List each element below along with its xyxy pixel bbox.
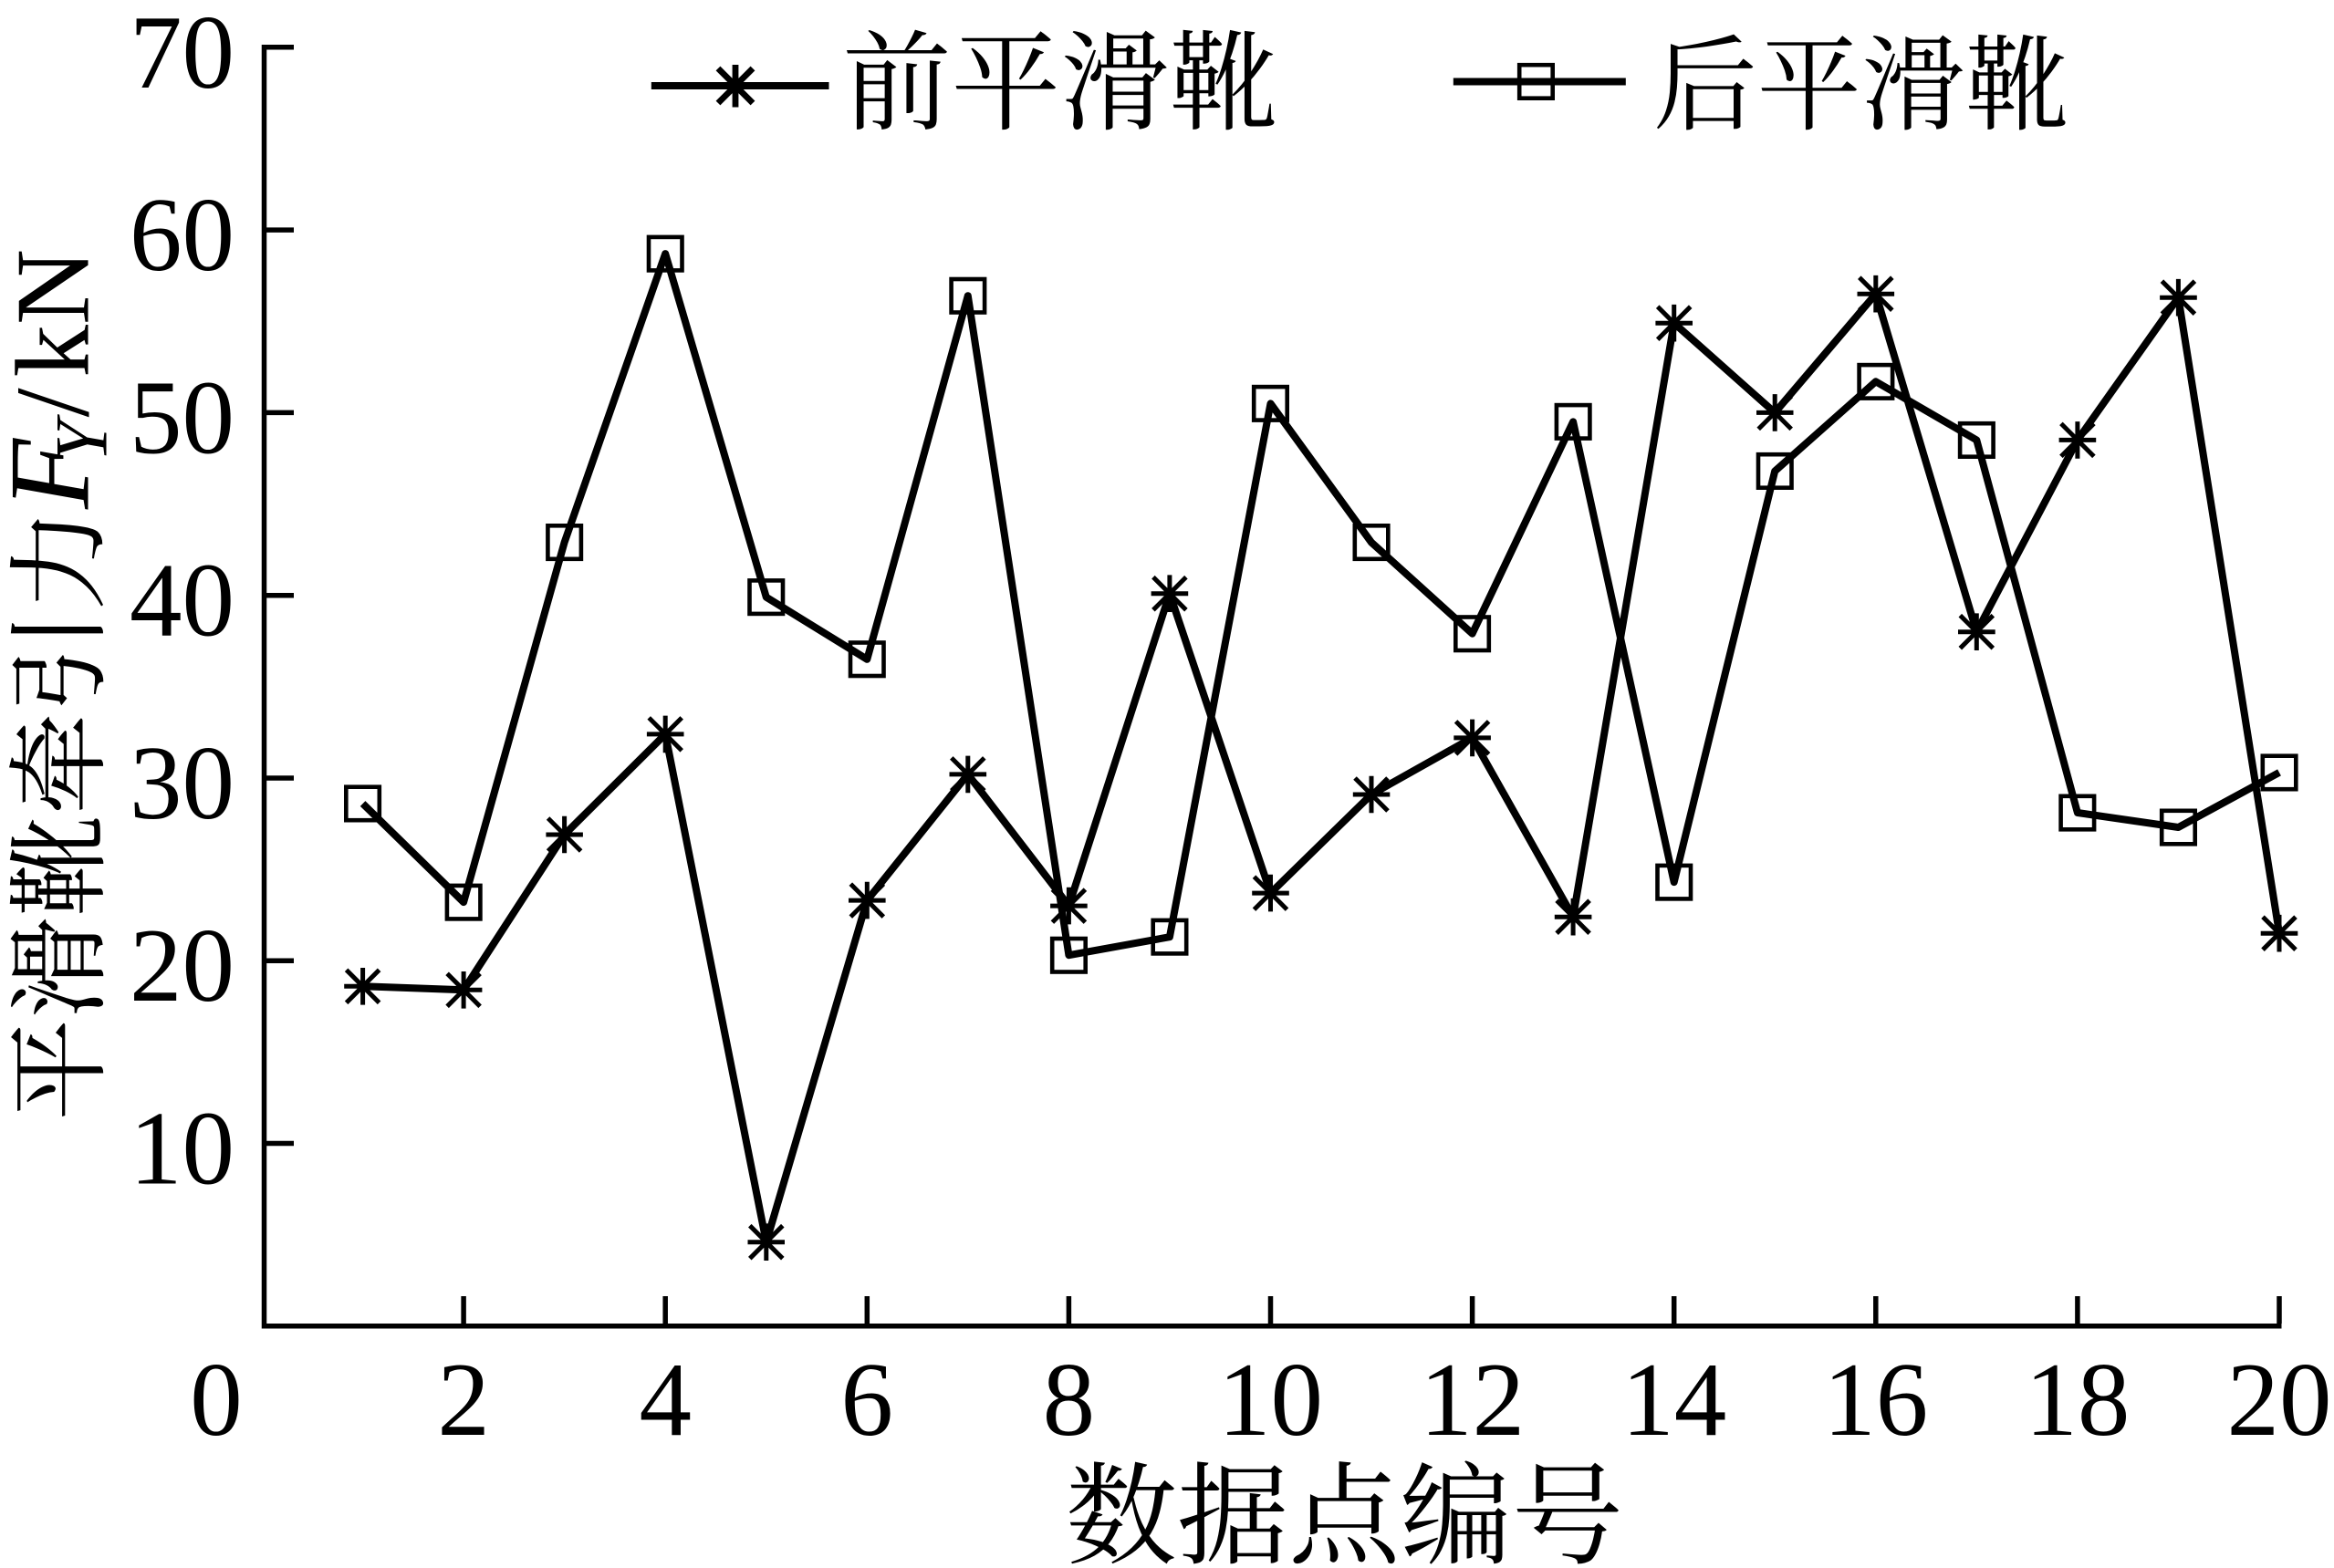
svg-text:14: 14 <box>1621 1342 1726 1458</box>
svg-text:18: 18 <box>2025 1342 2130 1458</box>
svg-text:20: 20 <box>2227 1342 2332 1458</box>
svg-text:20: 20 <box>130 908 234 1023</box>
svg-text:2: 2 <box>437 1342 490 1458</box>
svg-text:40: 40 <box>130 543 234 659</box>
svg-text:10: 10 <box>130 1091 234 1207</box>
svg-text:8: 8 <box>1043 1342 1096 1458</box>
svg-text:30: 30 <box>130 725 234 841</box>
svg-text:4: 4 <box>639 1342 692 1458</box>
svg-text:FY/kN: FY/kN <box>0 249 122 510</box>
svg-text:10: 10 <box>1218 1342 1323 1458</box>
svg-text:6: 6 <box>841 1342 894 1458</box>
svg-text:16: 16 <box>1823 1342 1928 1458</box>
svg-text:70: 70 <box>130 0 234 110</box>
svg-text:0: 0 <box>190 1342 243 1458</box>
svg-text:50: 50 <box>130 359 234 475</box>
svg-text:60: 60 <box>130 177 234 293</box>
svg-text:12: 12 <box>1420 1342 1525 1458</box>
